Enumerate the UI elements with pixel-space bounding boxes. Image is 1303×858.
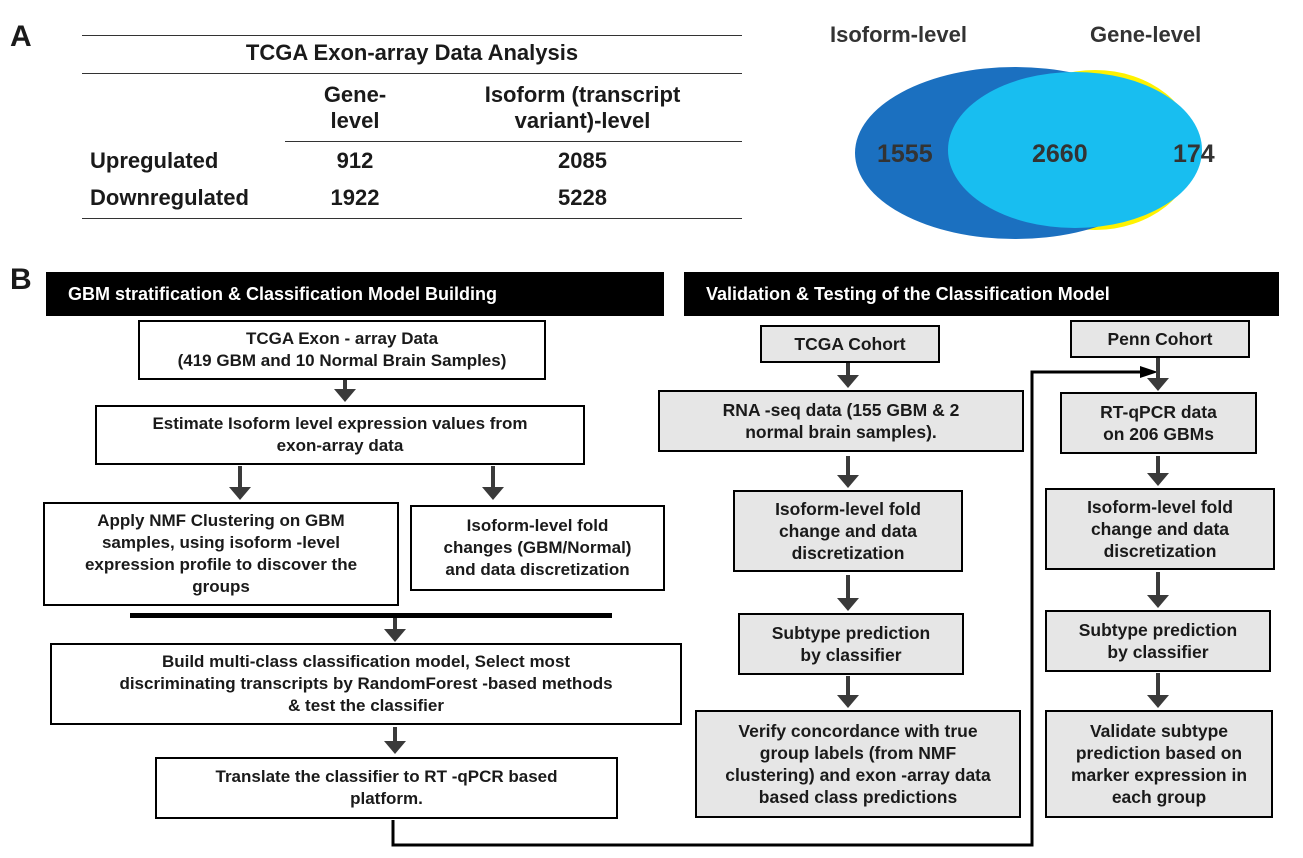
box-subtype-prediction-tcga: Subtype prediction by classifier <box>738 613 964 675</box>
box-tcga-cohort-header-text: TCGA Cohort <box>794 334 906 354</box>
box-estimate-isoform: Estimate Isoform level expression values… <box>95 405 585 465</box>
box-subtype-prediction-penn: Subtype prediction by classifier <box>1045 610 1271 672</box>
row-label-upregulated: Upregulated <box>90 148 219 173</box>
box-penn-cohort-header-text: Penn Cohort <box>1107 329 1213 349</box>
box-rtqpcr-data-text: RT-qPCR data on 206 GBMs <box>1100 402 1217 444</box>
column-header-gene-level: Gene- level <box>323 82 387 133</box>
box-fold-change-penn-text: Isoform-level fold change and data discr… <box>1087 497 1233 561</box>
box-nmf-clustering-text: Apply NMF Clustering on GBM samples, usi… <box>84 511 358 596</box>
box-build-classifier: Build multi-class classification model, … <box>50 643 682 725</box>
table-top-rule <box>82 35 742 36</box>
venn-diagram <box>855 67 1202 239</box>
box-subtype-prediction-tcga-text: Subtype prediction by classifier <box>771 623 931 665</box>
box-translate-rtqpcr-text: Translate the classifier to RT -qPCR bas… <box>215 767 558 808</box>
banner-validation: Validation & Testing of the Classificati… <box>684 272 1279 316</box>
venn-count-gene-only: 174 <box>1173 140 1215 168</box>
table-header-rule <box>285 141 742 142</box>
box-fold-change-tcga-text: Isoform-level fold change and data discr… <box>775 499 921 563</box>
venn-label-isoform: Isoform-level <box>830 22 967 47</box>
box-fold-change-penn: Isoform-level fold change and data discr… <box>1045 488 1275 570</box>
penn-header-to-rtqpcr-head <box>1147 378 1169 391</box>
box-validate-subtype-text: Validate subtype prediction based on mar… <box>1070 721 1248 807</box>
box-build-classifier-text: Build multi-class classification model, … <box>119 652 613 715</box>
venn-overlap-ellipse <box>948 72 1202 228</box>
merge-bar <box>130 613 612 618</box>
cell-up-isoform: 2085 <box>558 148 607 173</box>
box-subtype-prediction-penn-text: Subtype prediction by classifier <box>1078 620 1238 662</box>
column-header-isoform-level: Isoform (transcript variant)-level <box>484 82 681 133</box>
box-rnaseq-data-text: RNA -seq data (155 GBM & 2 normal brain … <box>722 400 960 442</box>
table-title-rule <box>82 73 742 74</box>
box-verify-concordance: Verify concordance with true group label… <box>695 710 1021 818</box>
venn-label-gene: Gene-level <box>1090 22 1202 47</box>
box-tcga-cohort-header: TCGA Cohort <box>760 325 940 363</box>
venn-count-overlap: 2660 <box>1032 140 1088 168</box>
box-verify-concordance-text: Verify concordance with true group label… <box>725 721 991 807</box>
cell-down-isoform: 5228 <box>558 185 607 210</box>
table-bottom-rule <box>82 218 742 219</box>
row-label-downregulated: Downregulated <box>90 185 249 210</box>
connector-arrowhead <box>1140 366 1158 378</box>
box-translate-rtqpcr: Translate the classifier to RT -qPCR bas… <box>155 757 618 819</box>
box-fold-change-tcga: Isoform-level fold change and data discr… <box>733 490 963 572</box>
box-tcga-exon-array-text: TCGA Exon - array Data (419 GBM and 10 N… <box>177 329 507 370</box>
box-fold-changes-left: Isoform-level fold changes (GBM/Normal) … <box>410 505 665 591</box>
venn-count-isoform-only: 1555 <box>877 140 933 168</box>
panel-a-letter: A <box>10 20 32 53</box>
box-rnaseq-data: RNA -seq data (155 GBM & 2 normal brain … <box>658 390 1024 452</box>
box-fold-changes-left-text: Isoform-level fold changes (GBM/Normal) … <box>443 516 632 579</box>
cell-up-gene: 912 <box>336 148 374 173</box>
panel-b-letter: B <box>10 263 32 296</box>
box-nmf-clustering: Apply NMF Clustering on GBM samples, usi… <box>43 502 399 606</box>
cell-down-gene: 1922 <box>330 185 380 210</box>
box-validate-subtype: Validate subtype prediction based on mar… <box>1045 710 1273 818</box>
box-rtqpcr-data: RT-qPCR data on 206 GBMs <box>1060 392 1257 454</box>
box-tcga-exon-array: TCGA Exon - array Data (419 GBM and 10 N… <box>138 320 546 380</box>
box-estimate-isoform-text: Estimate Isoform level expression values… <box>152 414 528 455</box>
table-title: TCGA Exon-array Data Analysis <box>245 40 579 65</box>
connector-path <box>391 370 1148 847</box>
box-penn-cohort-header: Penn Cohort <box>1070 320 1250 358</box>
banner-model-building: GBM stratification & Classification Mode… <box>46 272 664 316</box>
